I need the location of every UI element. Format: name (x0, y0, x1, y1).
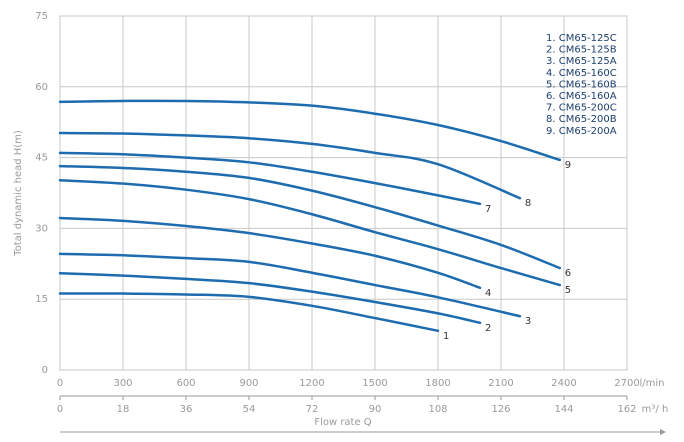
curve (58, 131, 522, 200)
legend-entry: 9. CM65-200A (546, 126, 617, 137)
curve (58, 99, 562, 162)
x2-tick-label: 162 (617, 404, 636, 415)
curve-label: 3 (525, 316, 531, 327)
x2-tick-label: 54 (243, 404, 256, 415)
y-tick-label: 0 (42, 365, 48, 376)
curve (58, 164, 562, 270)
y-tick-label: 15 (35, 294, 48, 305)
y-tick-label: 60 (35, 82, 48, 93)
curve-label: 2 (485, 323, 491, 334)
y-axis-label: Total dynamic head H(m) (13, 130, 24, 257)
plot-area (59, 15, 628, 371)
curve (58, 151, 482, 206)
curve-label: 5 (565, 285, 571, 296)
curve-label: 6 (565, 268, 571, 279)
x-tick-label: 600 (176, 378, 195, 389)
x2-unit: m³/ h (642, 404, 669, 415)
legend-entry: 4. CM65-160C (546, 68, 617, 79)
x-tick-label: 1200 (299, 378, 324, 389)
x-tick-label: 1500 (362, 378, 387, 389)
x-tick-label: 2700 (614, 378, 639, 389)
flow-arrow-head (660, 429, 666, 435)
curve-label: 1 (443, 331, 449, 342)
curve-label: 9 (565, 160, 571, 171)
x-tick-label: 0 (57, 378, 63, 389)
x-tick-label: 2400 (551, 378, 576, 389)
x2-tick-label: 18 (117, 404, 130, 415)
curve-label: 8 (525, 198, 531, 209)
curve (58, 292, 440, 333)
x2-tick-label: 126 (491, 404, 510, 415)
curve-label: 7 (485, 204, 491, 215)
y-tick-label: 45 (35, 153, 48, 164)
x-tick-label: 2100 (488, 378, 513, 389)
curve (58, 271, 482, 325)
x2-tick-label: 72 (306, 404, 319, 415)
curve-label: 4 (485, 288, 491, 299)
legend-entry: 1. CM65-125C (546, 33, 617, 44)
x-unit: l/min (639, 378, 664, 389)
x2-tick-label: 36 (180, 404, 193, 415)
x-tick-label: 1800 (425, 378, 450, 389)
x-tick-label: 900 (239, 378, 258, 389)
y-tick-label: 75 (35, 11, 48, 22)
legend-entry: 6. CM65-160A (546, 91, 617, 102)
x2-tick-label: 0 (57, 404, 63, 415)
legend-entry: 2. CM65-125B (546, 45, 617, 56)
legend-entry: 5. CM65-160B (546, 79, 617, 90)
curve (58, 179, 562, 287)
x2-tick-label: 90 (369, 404, 382, 415)
x-tick-label: 300 (113, 378, 132, 389)
y-tick-label: 30 (35, 223, 48, 234)
legend-entry: 3. CM65-125A (546, 56, 617, 67)
curve (58, 216, 482, 290)
x-axis-label: Flow rate Q (314, 417, 371, 428)
legend-entry: 8. CM65-200B (546, 114, 617, 125)
legend-entry: 7. CM65-200C (546, 103, 617, 114)
curve (58, 252, 522, 318)
x2-tick-label: 144 (554, 404, 573, 415)
x2-tick-label: 108 (428, 404, 447, 415)
